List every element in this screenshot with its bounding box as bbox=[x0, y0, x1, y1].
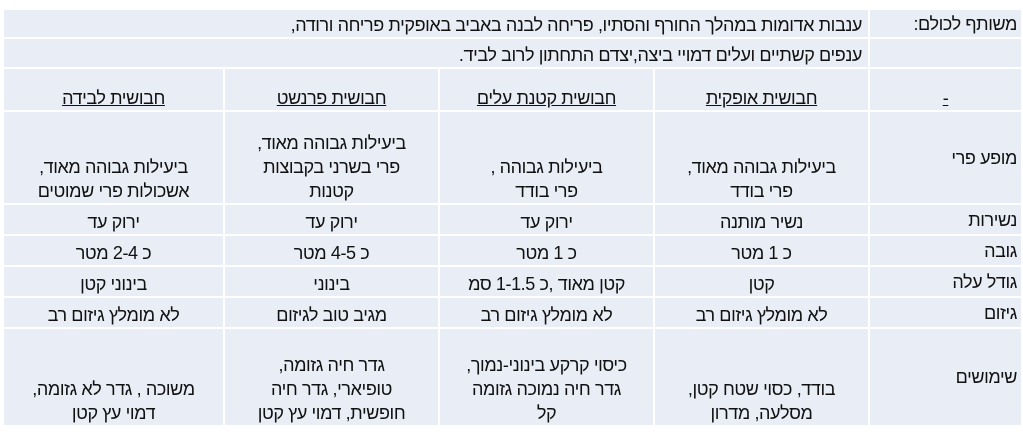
shared-row-2: ענפים קשתיים ועלים דמויי ביצה,יצדם התחתו… bbox=[2, 37, 1023, 69]
table-cell: נשיר מותנה bbox=[653, 203, 870, 236]
table-row: גודל עלה קטן קטן מאוד ,כ 1-1.5 סמ בינוני בינ… bbox=[2, 265, 1023, 298]
table-cell: ביעילות גבוהה , פרי בודד bbox=[438, 110, 655, 205]
table-cell: ביעילות גבוהה מאוד, פרי בודד bbox=[653, 110, 870, 205]
row-label: נשירות bbox=[868, 203, 1023, 236]
table-cell: ירוק עד bbox=[438, 203, 655, 236]
table-cell: קטן bbox=[653, 265, 870, 298]
table-row: מופע פרי ביעילות גבוהה מאוד, פרי בודד ביעי… bbox=[2, 110, 1023, 205]
table-cell: לא מומלץ גיזום רב bbox=[653, 296, 870, 329]
table-cell: מגיב טוב לגיזום bbox=[223, 296, 440, 329]
empty-cell bbox=[868, 37, 1023, 69]
header-text: חבושית קטנת עלים bbox=[476, 88, 617, 108]
header-text: חבושית לבידה bbox=[62, 88, 165, 108]
table-row: שימושים בודד, כסוי שטח קטן, מסלעה, מדרון כ… bbox=[2, 327, 1023, 427]
table-cell: לא מומלץ גיזום רב bbox=[438, 296, 655, 329]
table-cell: בינוני bbox=[223, 265, 440, 298]
shared-row-1: משותף לכולם: ענבות אדומות במהלך החורף וה… bbox=[2, 8, 1023, 39]
table-cell: בודד, כסוי שטח קטן, מסלעה, מדרון bbox=[653, 327, 870, 427]
table-cell: בינוני קטן bbox=[2, 265, 225, 298]
comparison-table: משותף לכולם: ענבות אדומות במהלך החורף וה… bbox=[2, 8, 1023, 427]
row-label: גובה bbox=[868, 234, 1023, 267]
header-text: חבושית פרנשט bbox=[276, 88, 387, 108]
row-label: גודל עלה bbox=[868, 265, 1023, 298]
row-label: שימושים bbox=[868, 327, 1023, 427]
column-header: חבושית פרנשט bbox=[223, 67, 440, 112]
shared-text-line-2: ענפים קשתיים ועלים דמויי ביצה,יצדם התחתו… bbox=[2, 37, 870, 69]
table-cell: קטן מאוד ,כ 1-1.5 סמ bbox=[438, 265, 655, 298]
header-text: חבושית אופקית bbox=[705, 88, 818, 108]
table-cell: לא מומלץ גיזום רב bbox=[2, 296, 225, 329]
column-header: חבושית קטנת עלים bbox=[438, 67, 655, 112]
shared-text-line-1: ענבות אדומות במהלך החורף והסתיו, פריחה ל… bbox=[2, 8, 870, 39]
row-label: מופע פרי bbox=[868, 110, 1023, 205]
table-cell: משוכה , גדר לא גזומה, דמוי עץ קטן bbox=[2, 327, 225, 427]
table-row: גיזום לא מומלץ גיזום רב לא מומלץ גיזום רב מ… bbox=[2, 296, 1023, 329]
header-dash: - bbox=[942, 88, 949, 108]
table-row: נשירות נשיר מותנה ירוק עד ירוק עד ירוק עד bbox=[2, 203, 1023, 236]
table-cell: ירוק עד bbox=[2, 203, 225, 236]
column-header: חבושית לבידה bbox=[2, 67, 225, 112]
table-cell: כ 2-4 מטר bbox=[2, 234, 225, 267]
column-header: חבושית אופקית bbox=[653, 67, 870, 112]
table-cell: כ 1 מטר bbox=[438, 234, 655, 267]
column-header-corner: - bbox=[868, 67, 1023, 112]
table-cell: כיסוי קרקע בינוני-נמוך, גדר חיה נמוכה גז… bbox=[438, 327, 655, 427]
table-cell: גדר חיה גזומה, טופיארי, גדר חיה חופשית, … bbox=[223, 327, 440, 427]
table-cell: ירוק עד bbox=[223, 203, 440, 236]
table-cell: כ 4-5 מטר bbox=[223, 234, 440, 267]
table-cell: ביעילות גבוהה מאוד, אשכולות פרי שמוטים bbox=[2, 110, 225, 205]
header-row: - חבושית אופקית חבושית קטנת עלים חבושית … bbox=[2, 67, 1023, 112]
table-row: גובה כ 1 מטר כ 1 מטר כ 4-5 מטר כ 2-4 מטר bbox=[2, 234, 1023, 267]
shared-label: משותף לכולם: bbox=[868, 8, 1023, 39]
row-label: גיזום bbox=[868, 296, 1023, 329]
table-cell: כ 1 מטר bbox=[653, 234, 870, 267]
table-cell: ביעילות גבוהה מאוד, פרי בשרני בקבוצות קט… bbox=[223, 110, 440, 205]
